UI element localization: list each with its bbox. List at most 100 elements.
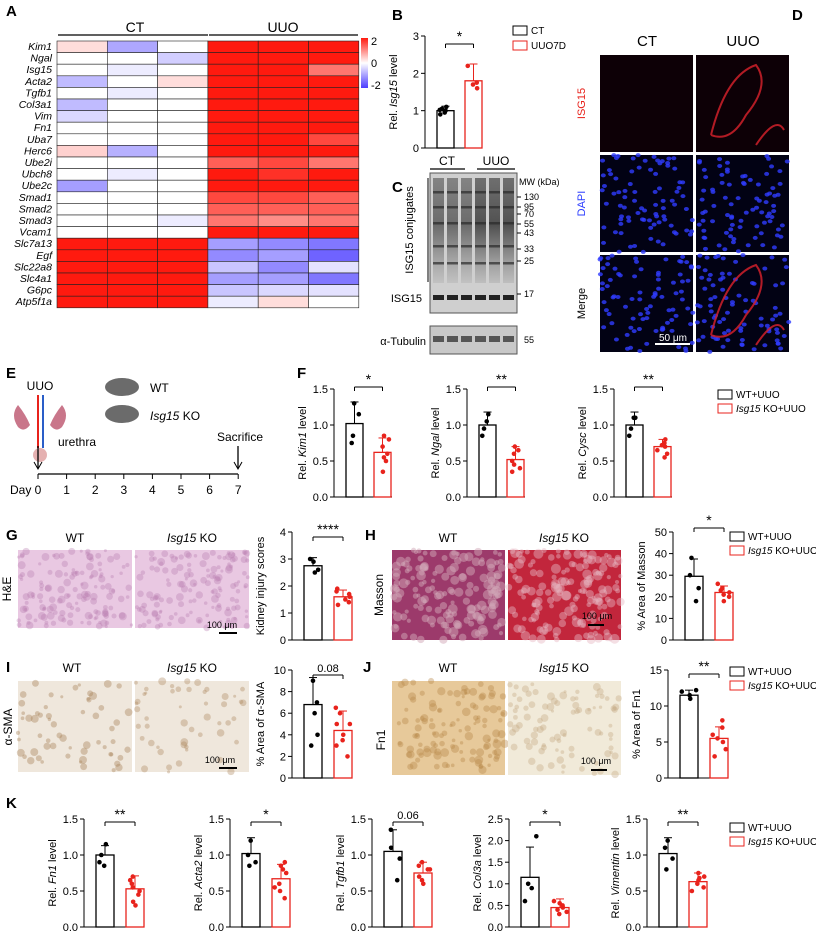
tissue-texture <box>474 718 481 724</box>
nucleus <box>606 312 612 317</box>
tissue-texture <box>16 748 25 757</box>
micrograph-bg <box>18 681 132 772</box>
heat-cell <box>56 52 108 65</box>
tissue-texture <box>478 613 486 621</box>
isg15-label: ISG15 <box>391 293 422 305</box>
tissue-texture <box>184 577 188 581</box>
heat-cell <box>107 52 158 65</box>
tissue-texture <box>440 748 450 757</box>
nucleus <box>651 154 657 159</box>
tissue-texture <box>405 556 411 563</box>
tissue-texture <box>561 590 572 601</box>
heat-cell <box>257 168 309 181</box>
heat-cell <box>157 179 209 193</box>
gene-label: Isg15 <box>26 64 52 76</box>
heat-cell <box>308 121 360 135</box>
tissue-texture <box>412 586 419 593</box>
tissue-texture <box>441 730 448 737</box>
nucleus <box>764 192 770 197</box>
sacrifice-label: Sacrifice <box>217 430 263 444</box>
tissue-texture <box>498 718 503 723</box>
tissue-texture <box>40 760 44 764</box>
tissue-texture <box>492 550 498 555</box>
gene-label: Vcam1 <box>19 227 52 239</box>
tissue-texture <box>18 574 23 580</box>
y-tick-label: 4 <box>280 527 286 539</box>
nucleus <box>644 306 650 311</box>
mw-label: 55 <box>524 335 534 345</box>
heat-cell <box>308 284 360 297</box>
nucleus <box>771 203 777 208</box>
y-tick-label: 1 <box>413 106 419 118</box>
heat-cell <box>56 237 108 251</box>
data-point <box>97 859 102 865</box>
tissue-texture <box>159 561 164 566</box>
tissue-texture <box>184 744 189 750</box>
blot-band <box>433 206 444 209</box>
mw-label: 95 <box>524 202 534 212</box>
nucleus <box>671 156 677 161</box>
data-point <box>245 852 251 858</box>
y-axis-label: % Area of α-SMA <box>255 681 267 766</box>
tissue-texture <box>125 562 130 568</box>
tissue-texture <box>108 605 114 611</box>
nucleus <box>696 222 702 227</box>
heat-cell <box>308 237 360 251</box>
heat-cell <box>157 110 209 123</box>
y-tick-label: 0.5 <box>626 886 641 898</box>
sig-label: ** <box>678 806 689 822</box>
tissue-texture <box>153 593 161 601</box>
tissue-texture <box>87 690 94 697</box>
data-point <box>420 881 426 887</box>
row-label: ISG15 <box>576 88 588 119</box>
micrograph <box>507 681 622 779</box>
label-part: KO+UUO <box>772 837 816 848</box>
tissue-texture <box>419 716 425 721</box>
nucleus <box>710 283 716 288</box>
nucleus <box>758 231 764 236</box>
blot-band <box>489 245 500 248</box>
nucleus <box>726 271 732 276</box>
blot-lane <box>503 178 514 283</box>
gene-label: Egf <box>36 250 53 262</box>
tissue-texture <box>434 564 444 574</box>
gene-label: Ube2c <box>22 180 53 192</box>
heat-cell <box>107 87 158 100</box>
heat-cell <box>207 249 259 262</box>
tissue-texture <box>42 607 47 612</box>
tissue-texture <box>215 604 222 612</box>
heat-cell <box>107 284 158 297</box>
tissue-texture <box>487 685 495 692</box>
y-tick-label: 1.5 <box>593 384 608 396</box>
tissue-texture <box>536 626 544 633</box>
tissue-texture <box>415 757 421 763</box>
panel-letter: D <box>792 7 803 24</box>
blot-lane <box>461 178 472 283</box>
nucleus <box>700 334 706 339</box>
tissue-texture <box>556 553 561 559</box>
tissue-texture <box>188 571 194 578</box>
nucleus <box>652 291 658 296</box>
ko-label: Isg15 KO <box>167 531 217 545</box>
tissue-texture <box>492 729 501 738</box>
tissue-texture <box>82 593 91 601</box>
tissue-texture <box>15 730 21 735</box>
data-point <box>486 411 491 417</box>
tissue-texture <box>116 683 122 689</box>
tissue-texture <box>229 556 236 563</box>
tissue-texture <box>86 696 91 701</box>
heat-cell <box>257 226 309 239</box>
nucleus <box>605 262 611 267</box>
tissue-texture <box>99 572 104 577</box>
tissue-texture <box>587 631 595 639</box>
tissue-texture <box>516 721 523 729</box>
nucleus <box>659 294 665 299</box>
data-point <box>282 859 288 865</box>
data-point <box>723 746 729 752</box>
heat-cell <box>207 110 259 123</box>
heat-cell <box>207 284 259 297</box>
gene-label: Smad2 <box>19 203 52 215</box>
tissue-texture <box>447 690 453 696</box>
